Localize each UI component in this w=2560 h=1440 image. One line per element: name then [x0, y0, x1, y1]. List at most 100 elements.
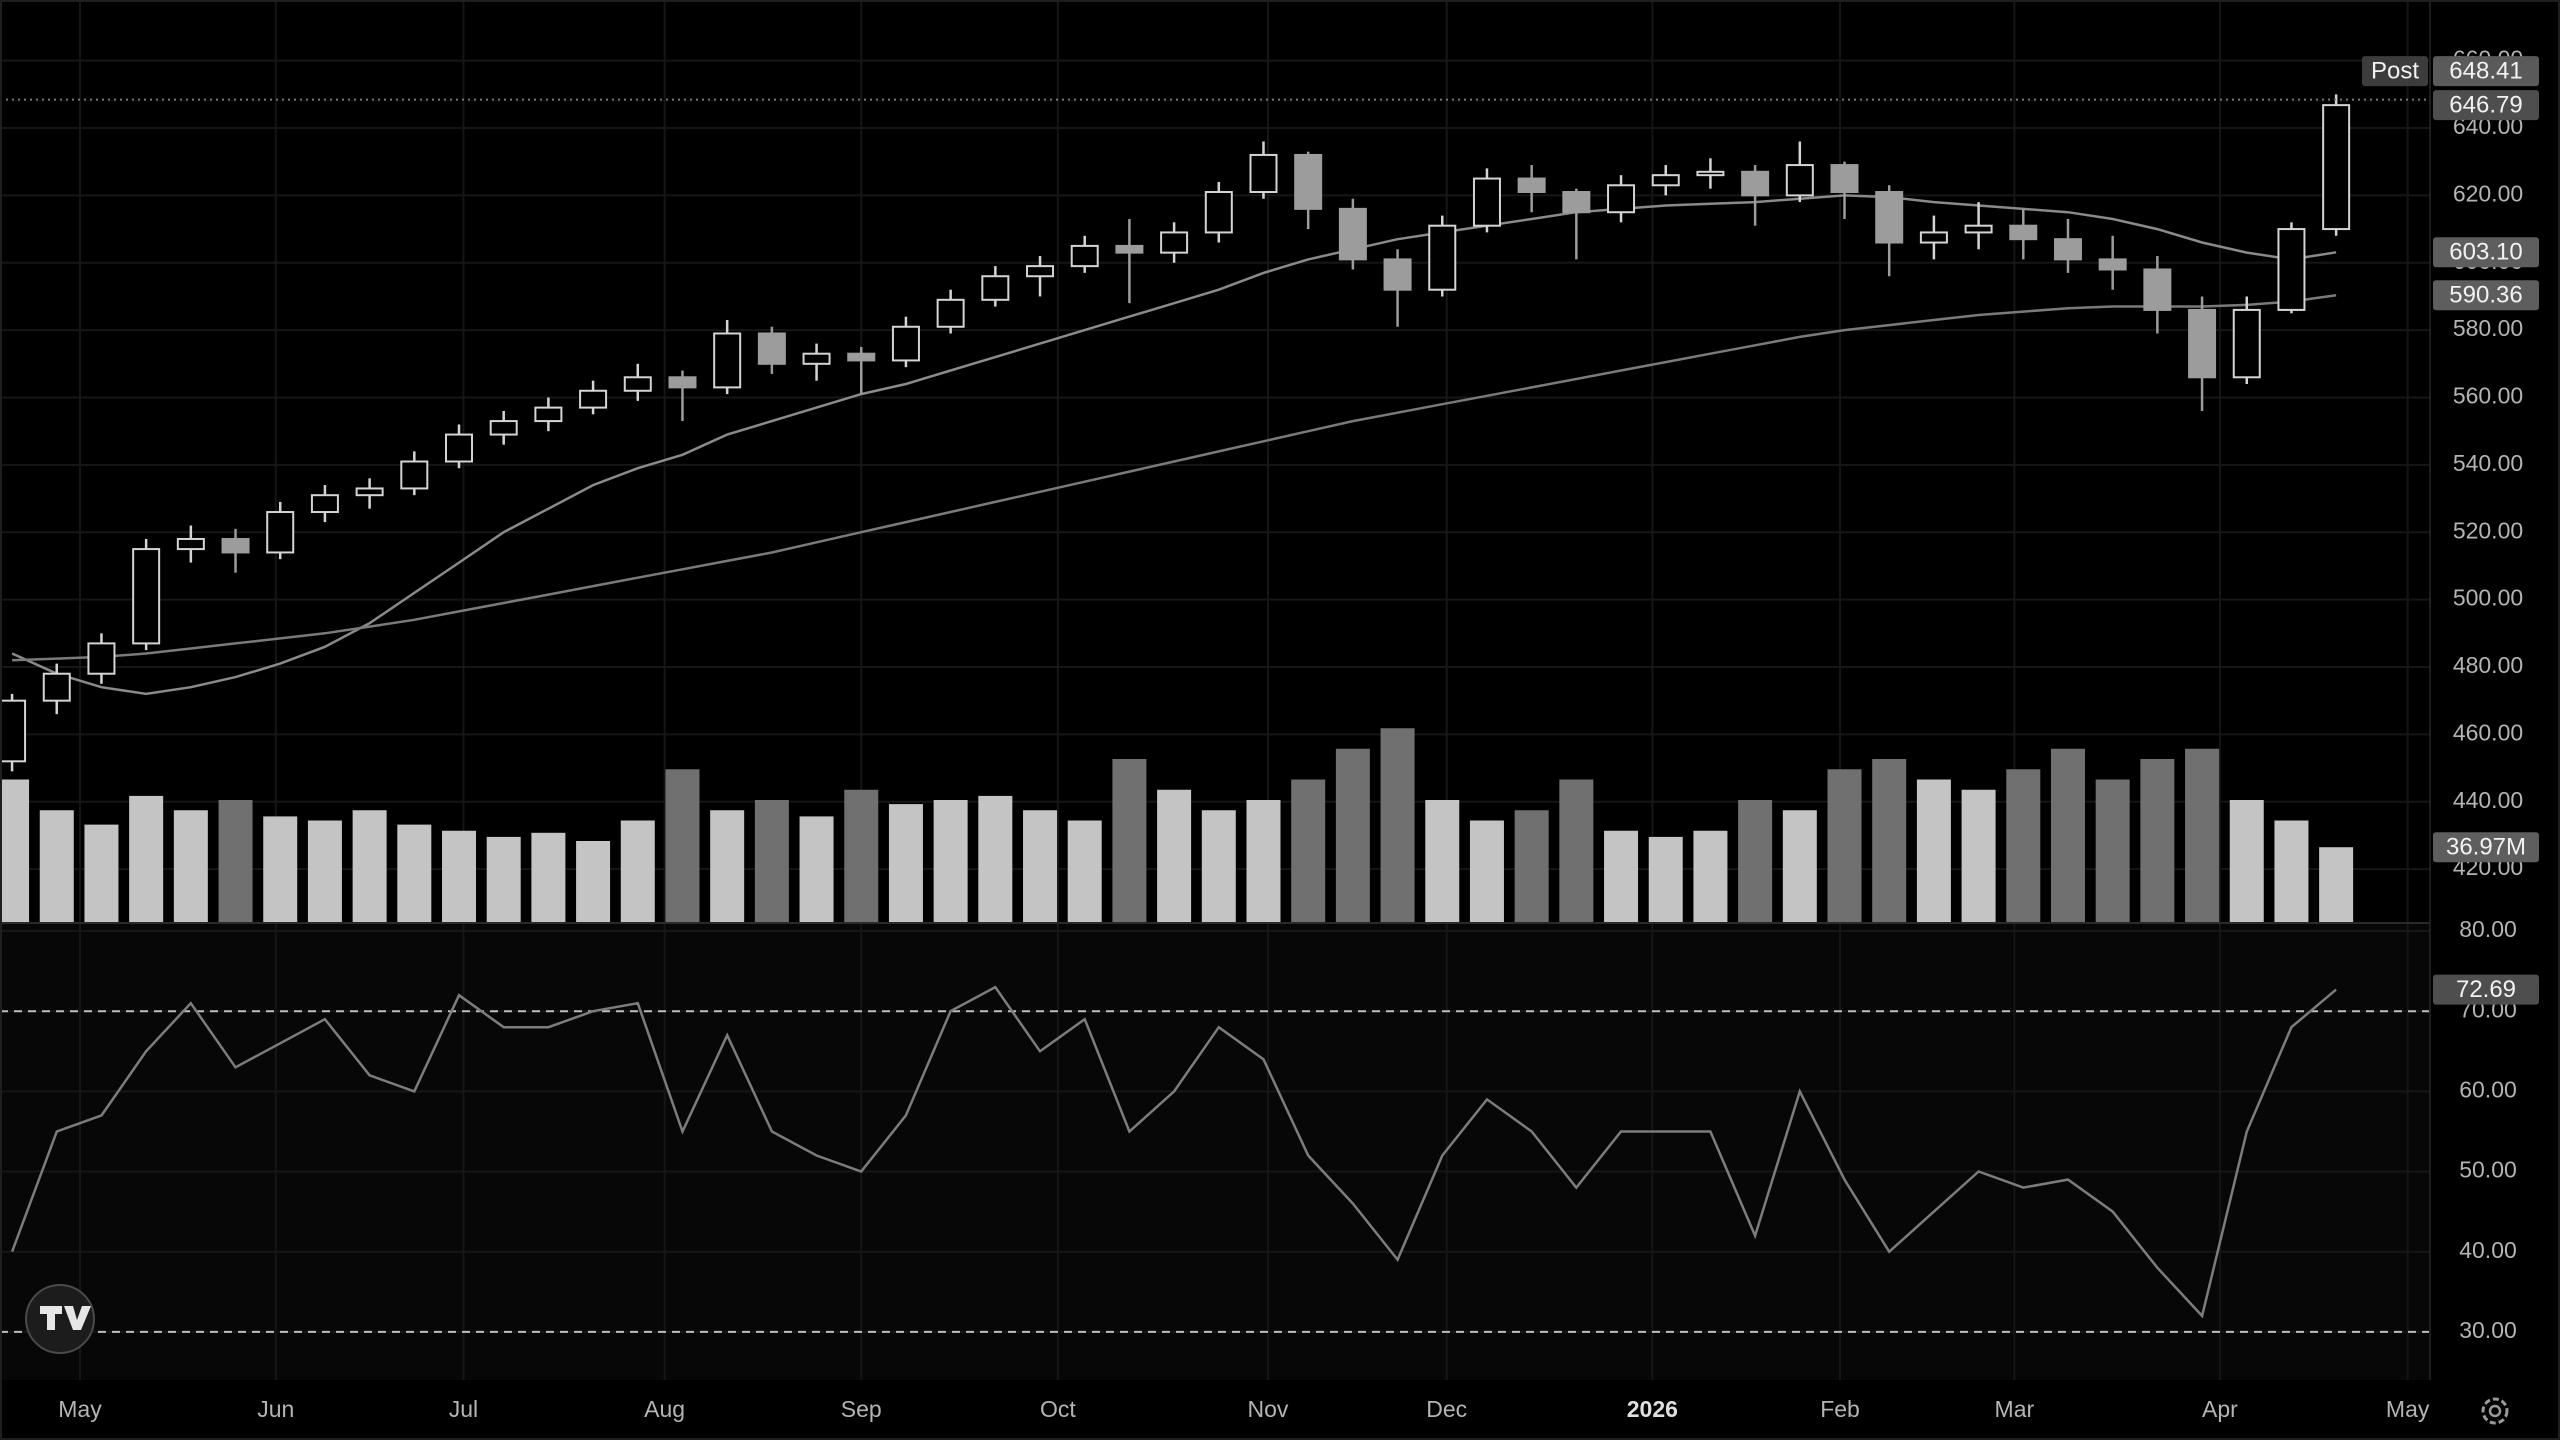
- volume-bar: [2095, 779, 2130, 923]
- candle-body: [1741, 170, 1770, 197]
- volume-bar: [978, 795, 1013, 923]
- volume-bar: [1693, 830, 1728, 923]
- volume-bar: [1514, 810, 1549, 923]
- volume-bar: [1425, 800, 1460, 923]
- price-pane: [0, 94, 2430, 923]
- volume-bar: [397, 824, 432, 923]
- logo[interactable]: [25, 1284, 95, 1354]
- candle-body: [1875, 191, 1904, 244]
- price-badge: [2433, 237, 2539, 268]
- candle-body: [1428, 224, 1457, 291]
- candle-body: [2277, 228, 2306, 311]
- x-tick-label: Apr: [2202, 1396, 2238, 1422]
- volume-bar: [1023, 810, 1058, 923]
- x-tick-label: Jul: [449, 1396, 478, 1422]
- volume-bar: [1604, 830, 1639, 923]
- candle-body: [1696, 170, 1725, 177]
- candle-body: [1160, 231, 1189, 254]
- grid: [0, 0, 2430, 1380]
- y-tick-label: 540.00: [2453, 450, 2523, 476]
- candle-body: [1472, 177, 1501, 227]
- candle-body: [1026, 265, 1055, 278]
- candle-body: [2098, 258, 2127, 271]
- candle-body: [757, 332, 786, 365]
- price-badge-label: 646.79: [2449, 91, 2522, 118]
- volume-bar: [1291, 779, 1326, 923]
- candle-body: [445, 433, 474, 463]
- volume-bar: [2229, 800, 2264, 923]
- x-tick-label: Dec: [1426, 1396, 1467, 1422]
- candle-body: [310, 494, 339, 514]
- candle-body: [1383, 258, 1412, 291]
- y-tick-label: 500.00: [2453, 585, 2523, 611]
- gear-outer: [2481, 1397, 2509, 1425]
- price-badge-label: 36.97M: [2446, 834, 2526, 861]
- candle-body: [1785, 164, 1814, 197]
- post-tag: [2362, 56, 2428, 87]
- volume-bar: [307, 820, 342, 923]
- y-tick-label: 580.00: [2453, 315, 2523, 341]
- y-tick-label: 620.00: [2453, 180, 2523, 206]
- logo-circle: [25, 1284, 95, 1354]
- x-tick-label: May: [58, 1396, 102, 1422]
- x-tick-label: May: [2386, 1396, 2430, 1422]
- volume-bar: [888, 804, 923, 923]
- volume-bar: [352, 810, 387, 923]
- volume-bar: [1246, 800, 1281, 923]
- post-tag-label: Post: [2371, 57, 2419, 84]
- candle-body: [1830, 164, 1859, 194]
- volume-bar: [0, 779, 30, 923]
- volume-bar: [1469, 820, 1504, 923]
- volume-bar: [2140, 759, 2175, 923]
- volume-bar: [1827, 769, 1862, 923]
- price-badge: [2433, 832, 2539, 863]
- price-badge-label: 590.36: [2449, 282, 2522, 309]
- x-tick-label: Mar: [1995, 1396, 2035, 1422]
- volume-bar: [1157, 789, 1192, 923]
- volume-bar: [263, 816, 298, 923]
- gear-inner: [2488, 1404, 2502, 1418]
- candle-body: [1517, 177, 1546, 194]
- volume-bar: [665, 769, 700, 923]
- candle-body: [132, 548, 161, 645]
- moving-average: [12, 293, 2337, 662]
- volume-bar: [84, 824, 119, 923]
- price-badge: [2433, 56, 2539, 87]
- volume-bar: [2319, 847, 2354, 923]
- volume-bar: [1648, 836, 1683, 923]
- volume-bar: [754, 800, 789, 923]
- candle-body: [1651, 174, 1680, 187]
- x-tick-label: Sep: [841, 1396, 882, 1422]
- candle-body: [1607, 184, 1636, 214]
- candle-body: [1294, 153, 1323, 210]
- rsi-tick-label: 50.00: [2459, 1157, 2517, 1183]
- price-badge: [2433, 974, 2539, 1005]
- rsi-line: [10, 985, 2337, 1319]
- candle-body: [981, 275, 1010, 301]
- candle-body: [400, 460, 429, 490]
- candle-body: [713, 332, 742, 389]
- candle-body: [1204, 191, 1233, 234]
- candle-body: [0, 699, 27, 763]
- x-tick-label: Feb: [1820, 1396, 1860, 1422]
- volume-bar: [218, 800, 253, 923]
- settings-button[interactable]: [2481, 1397, 2509, 1425]
- volume-bar: [1559, 779, 1594, 923]
- rsi-pane: [0, 923, 2430, 1380]
- candle-body: [891, 325, 920, 362]
- volume-bar: [799, 816, 834, 923]
- candle-body: [2322, 104, 2351, 231]
- rsi-tick-label: 40.00: [2459, 1237, 2517, 1263]
- x-tick-label: Nov: [1248, 1396, 1289, 1422]
- candle-body: [847, 352, 876, 362]
- volume-bar: [1380, 728, 1415, 923]
- candle-body: [266, 511, 295, 554]
- volume-bar: [2006, 769, 2041, 923]
- candle-body: [1249, 153, 1278, 194]
- candle-body: [42, 672, 71, 702]
- candle-body: [1964, 224, 1993, 234]
- candle-body: [802, 352, 831, 365]
- rsi-tick-label: 60.00: [2459, 1076, 2517, 1102]
- candle-body: [623, 376, 652, 392]
